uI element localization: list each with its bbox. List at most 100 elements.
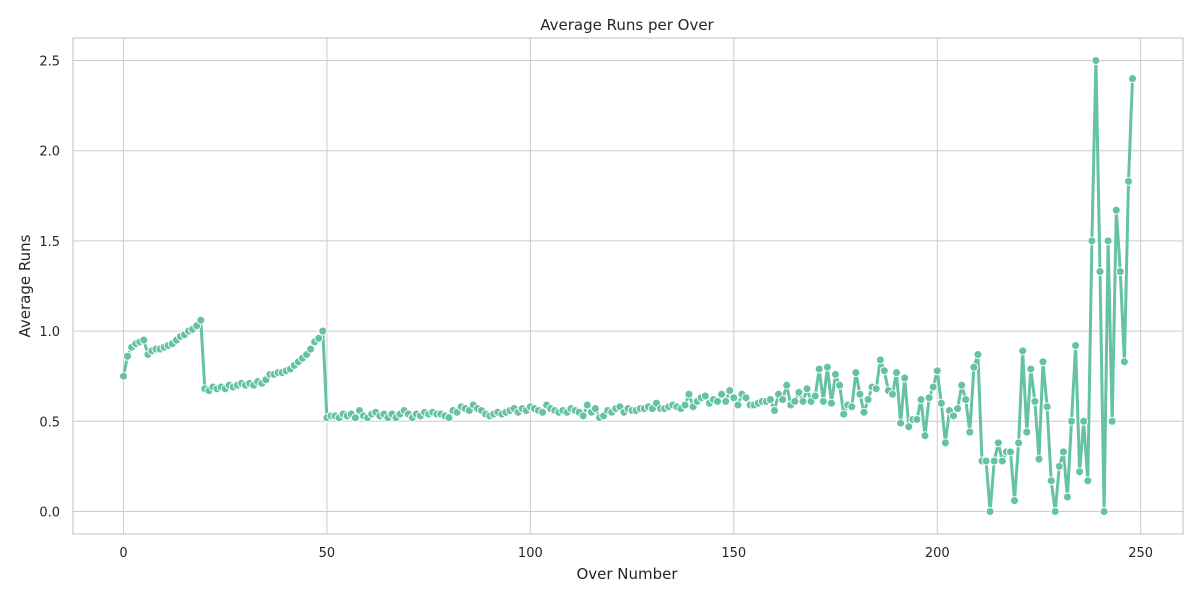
data-point — [318, 326, 328, 336]
data-point — [1087, 236, 1097, 246]
data-point — [851, 368, 861, 378]
data-point — [888, 389, 897, 399]
chart-title: Average Runs per Over — [540, 16, 714, 34]
data-point — [1128, 74, 1137, 84]
data-point — [802, 384, 812, 394]
data-point — [822, 362, 832, 372]
data-point — [1115, 267, 1125, 277]
data-point — [969, 362, 979, 372]
x-tick-label: 0 — [119, 546, 127, 561]
data-point — [997, 456, 1007, 466]
data-point — [1083, 476, 1093, 486]
data-point — [965, 427, 975, 437]
data-point — [1062, 492, 1072, 502]
y-tick-label: 2.5 — [39, 55, 60, 70]
data-point — [839, 409, 849, 419]
data-point — [985, 507, 995, 516]
data-point — [1067, 416, 1076, 426]
data-point — [717, 389, 727, 399]
y-tick-label: 2.0 — [39, 145, 60, 160]
data-point — [578, 411, 588, 421]
data-point — [1103, 236, 1113, 246]
data-point — [196, 315, 206, 325]
y-tick-label: 0.0 — [39, 505, 60, 520]
data-point — [794, 387, 804, 397]
x-axis-label: Over Number — [576, 565, 678, 583]
data-point — [900, 373, 910, 383]
data-point — [1046, 476, 1056, 486]
data-point — [1058, 447, 1068, 457]
data-point — [1018, 346, 1028, 356]
y-tick-label: 1.0 — [39, 325, 60, 340]
data-point — [765, 395, 775, 405]
data-point — [871, 384, 881, 394]
data-point — [892, 368, 901, 378]
x-tick-label: 150 — [721, 546, 746, 561]
data-point — [721, 396, 731, 406]
data-point — [444, 413, 454, 423]
data-point — [538, 407, 548, 417]
x-tick-label: 200 — [925, 546, 950, 561]
grid — [73, 38, 1183, 534]
data-point — [1111, 205, 1121, 215]
data-point — [936, 398, 946, 408]
data-point — [778, 395, 788, 405]
data-point — [1026, 364, 1036, 374]
data-point — [818, 396, 828, 406]
data-point — [1034, 454, 1044, 464]
data-point — [875, 355, 885, 365]
data-point — [1119, 357, 1129, 367]
data-point — [725, 386, 735, 396]
data-point — [700, 391, 710, 401]
data-point — [814, 364, 824, 374]
data-point — [782, 380, 792, 390]
data-point — [123, 351, 132, 361]
data-point — [790, 396, 800, 406]
data-point — [1091, 56, 1101, 65]
data-point — [733, 400, 743, 410]
y-tick-label: 1.5 — [39, 235, 60, 250]
data-point — [1010, 496, 1019, 506]
series-layer — [119, 56, 1137, 516]
data-point — [1079, 416, 1089, 426]
data-point — [1099, 507, 1109, 516]
data-point — [932, 366, 942, 376]
plot-frame — [72, 37, 1184, 535]
data-point — [863, 395, 873, 405]
data-point — [810, 391, 820, 401]
data-point — [896, 418, 906, 428]
data-point — [920, 431, 930, 441]
data-point — [916, 395, 926, 405]
data-point — [1030, 396, 1040, 406]
y-tick-label: 0.5 — [39, 415, 60, 430]
x-tick-label: 100 — [518, 546, 543, 561]
data-point — [741, 393, 751, 403]
x-tick-label: 50 — [319, 546, 336, 561]
data-point — [1054, 461, 1064, 471]
data-point — [847, 402, 857, 412]
data-point — [826, 398, 836, 408]
data-point — [993, 438, 1003, 448]
data-point — [940, 438, 950, 448]
data-point — [1124, 176, 1133, 186]
data-point — [350, 413, 360, 423]
data-point — [1014, 438, 1024, 448]
data-point — [961, 395, 971, 405]
data-point — [119, 371, 128, 381]
data-point — [879, 366, 889, 376]
data-point — [855, 389, 865, 399]
data-point — [973, 350, 983, 359]
data-point — [912, 415, 922, 424]
data-point — [835, 380, 845, 390]
data-point — [1038, 357, 1048, 367]
data-point — [831, 369, 840, 379]
x-tick-label: 250 — [1128, 546, 1153, 561]
data-point — [684, 389, 694, 399]
data-point — [582, 400, 592, 410]
data-point — [798, 396, 808, 406]
y-axis-ticks: 0.0 0.5 1.0 1.5 2.0 2.5 — [39, 55, 60, 521]
data-point — [139, 335, 149, 345]
